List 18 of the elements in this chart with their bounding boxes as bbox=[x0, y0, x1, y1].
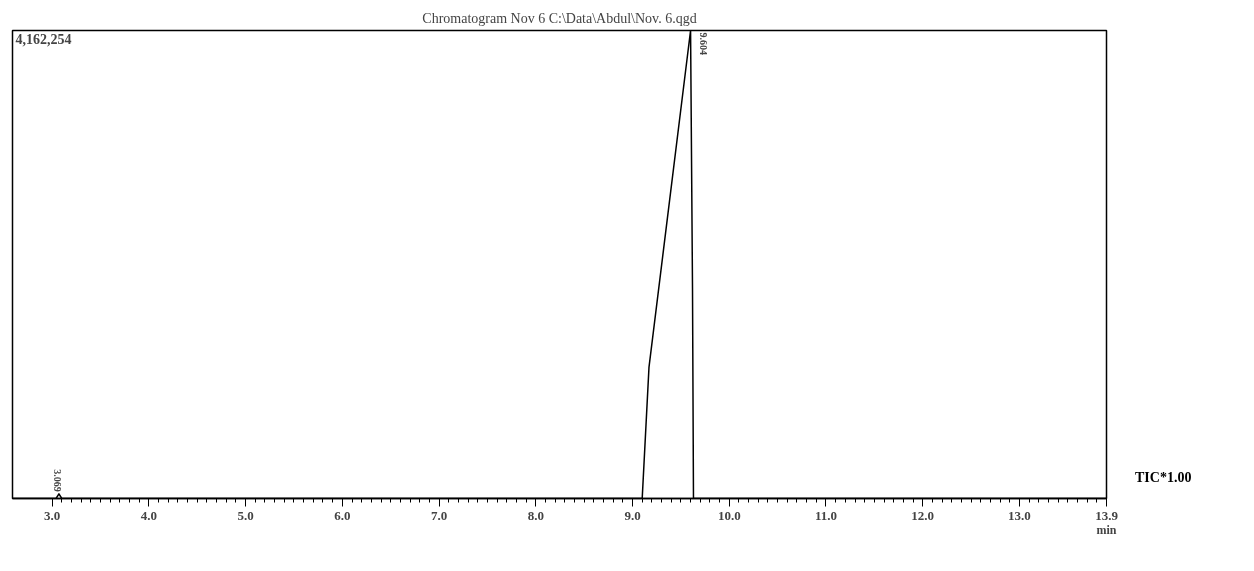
x-tick-label: 11.0 bbox=[814, 507, 838, 523]
x-tick-label: 3.0 bbox=[44, 507, 61, 523]
x-tick-label: 7.0 bbox=[430, 507, 448, 523]
x-tick-label: 8.0 bbox=[527, 507, 544, 523]
x-axis-title: min bbox=[1096, 522, 1117, 537]
x-tick-label: 4.0 bbox=[140, 507, 158, 523]
x-tick-label: 13.9 bbox=[1095, 507, 1119, 523]
annotation: 4,162,254 bbox=[15, 31, 72, 47]
x-tick-label: 10.0 bbox=[717, 507, 741, 523]
annotation: 3.069 bbox=[51, 469, 63, 492]
x-tick-label: 13.0 bbox=[1008, 507, 1031, 523]
chart-title: Chromatogram Nov 6 C:\Data\Abdul\Nov. 6.qgd bbox=[422, 10, 697, 26]
annotation: 9.604 bbox=[697, 32, 709, 55]
text: TIC*1.00 bbox=[1135, 469, 1192, 487]
x-tick-label: 5.0 bbox=[237, 507, 254, 523]
x-tick-label: 9.0 bbox=[624, 507, 641, 523]
x-tick-label: 6.0 bbox=[334, 507, 351, 523]
x-tick-label: 12.0 bbox=[911, 507, 935, 523]
